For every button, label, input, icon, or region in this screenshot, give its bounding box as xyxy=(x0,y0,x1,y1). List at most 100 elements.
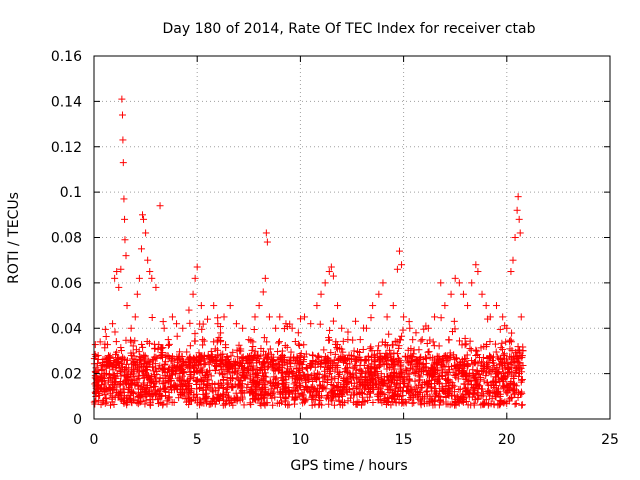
data-point xyxy=(248,383,256,391)
data-point xyxy=(291,394,299,402)
data-point xyxy=(201,360,209,368)
data-point xyxy=(314,360,322,368)
data-point xyxy=(281,383,289,391)
data-point xyxy=(313,302,321,310)
data-point xyxy=(170,386,178,394)
data-point xyxy=(417,388,425,396)
data-point xyxy=(229,384,237,392)
data-point xyxy=(247,401,255,409)
data-point xyxy=(375,362,383,370)
plot-points xyxy=(90,95,527,409)
data-point xyxy=(221,401,229,409)
data-point xyxy=(277,355,285,363)
data-point xyxy=(413,360,421,368)
data-point xyxy=(232,396,240,404)
data-point xyxy=(517,388,525,396)
data-point xyxy=(125,375,133,383)
data-point xyxy=(505,337,513,345)
data-point xyxy=(230,368,238,376)
data-point xyxy=(154,345,162,353)
data-point xyxy=(403,372,411,380)
data-point xyxy=(344,364,352,372)
data-point xyxy=(315,352,323,360)
data-point xyxy=(173,362,181,370)
data-point xyxy=(395,344,403,352)
data-point xyxy=(118,111,126,119)
data-point xyxy=(439,372,447,380)
data-point xyxy=(110,400,118,408)
data-point xyxy=(314,369,322,377)
data-point xyxy=(455,365,463,373)
data-point xyxy=(258,375,266,383)
data-point xyxy=(405,318,413,326)
data-point xyxy=(135,274,143,282)
data-point xyxy=(276,387,284,395)
data-point xyxy=(226,302,234,310)
data-point xyxy=(333,344,341,352)
data-point xyxy=(364,352,372,360)
data-point xyxy=(228,364,236,372)
data-point xyxy=(255,394,263,402)
data-point xyxy=(242,372,250,380)
data-point xyxy=(383,365,391,373)
data-point xyxy=(330,391,338,399)
data-point xyxy=(508,359,516,367)
data-point xyxy=(463,362,471,370)
data-point xyxy=(452,401,460,409)
data-point xyxy=(246,363,254,371)
data-point xyxy=(344,328,352,336)
data-point xyxy=(100,374,108,382)
data-point xyxy=(420,325,428,333)
data-point xyxy=(417,368,425,376)
data-point xyxy=(209,388,217,396)
data-point xyxy=(198,325,206,333)
data-point xyxy=(394,354,402,362)
data-point xyxy=(507,336,515,344)
data-point xyxy=(479,366,487,374)
data-point xyxy=(333,383,341,391)
data-point xyxy=(248,346,256,354)
data-point xyxy=(354,354,362,362)
data-point xyxy=(399,392,407,400)
data-point xyxy=(477,385,485,393)
data-point xyxy=(491,379,499,387)
data-point xyxy=(173,320,181,328)
data-point xyxy=(261,362,269,370)
data-point xyxy=(185,306,193,314)
data-point xyxy=(165,340,173,348)
data-point xyxy=(105,370,113,378)
data-point xyxy=(454,375,462,383)
data-point xyxy=(148,314,156,322)
data-point xyxy=(164,377,172,385)
data-point xyxy=(190,391,198,399)
data-point xyxy=(240,401,248,409)
data-point xyxy=(216,360,224,368)
data-point xyxy=(502,338,510,346)
data-point xyxy=(410,346,418,354)
data-point xyxy=(460,380,468,388)
data-point xyxy=(496,377,504,385)
data-point xyxy=(107,373,115,381)
data-point xyxy=(230,395,238,403)
data-point xyxy=(108,395,116,403)
data-point xyxy=(251,395,259,403)
data-point xyxy=(503,355,511,363)
data-point xyxy=(166,383,174,391)
data-point xyxy=(260,392,268,400)
data-point xyxy=(477,344,485,352)
data-point xyxy=(167,357,175,365)
data-point xyxy=(496,401,504,409)
data-point xyxy=(422,359,430,367)
data-point xyxy=(259,288,267,296)
data-point xyxy=(378,399,386,407)
data-point xyxy=(437,314,445,322)
data-point xyxy=(111,328,119,336)
data-point xyxy=(255,379,263,387)
data-point xyxy=(518,376,526,384)
data-point xyxy=(450,317,458,325)
data-point xyxy=(216,369,224,377)
data-point xyxy=(416,376,424,384)
data-point xyxy=(326,326,334,334)
data-point xyxy=(235,358,243,366)
data-point xyxy=(504,369,512,377)
